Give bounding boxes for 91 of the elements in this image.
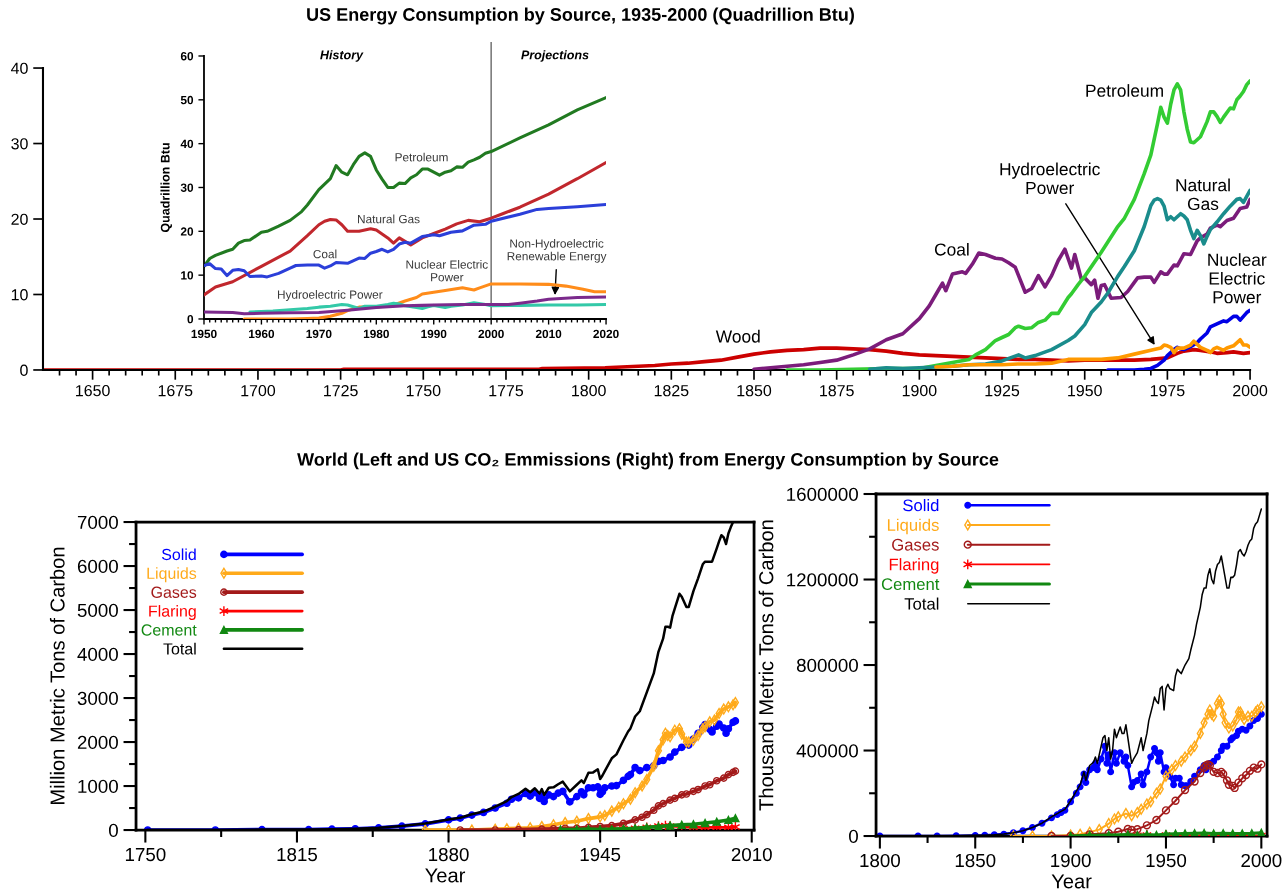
legend-label: Gases [892, 538, 939, 551]
y-tick-label: 10 [11, 289, 28, 301]
series-label: Coal [313, 249, 337, 259]
text: Non-Hydroelectric Renewable Energy [507, 239, 607, 263]
x-axis-title: Year [425, 868, 466, 883]
y-tick-label: 40 [180, 139, 194, 149]
series-label: Hydroelectric Power [277, 290, 383, 302]
legend-label: Flaring [149, 605, 196, 620]
x-tick-label: 1950 [1068, 384, 1102, 397]
x-tick-label: 2000 [478, 329, 504, 339]
x-tick-label: 1850 [737, 384, 772, 397]
y-tick-label: 5000 [77, 603, 118, 618]
y-tick-label: 0 [849, 829, 858, 844]
x-tick-label: 1750 [125, 847, 166, 862]
x-tick-label: 1800 [572, 384, 606, 397]
y-tick-label: 30 [180, 183, 194, 192]
y-axis-title: Quadrillion Btu [160, 143, 172, 233]
y-tick-label: 30 [11, 138, 28, 150]
x-tick-label: 2010 [535, 329, 562, 339]
x-tick-label: 1800 [860, 853, 900, 868]
legend-label: Liquids [147, 567, 197, 583]
x-tick-label: 1700 [241, 384, 276, 397]
x-tick-label: 1900 [1051, 853, 1091, 868]
x-tick-label: 1875 [820, 384, 854, 397]
x-tick-label: 2020 [593, 329, 619, 339]
legend-label: Solid [161, 548, 196, 561]
y-tick-label: 0 [187, 315, 194, 324]
y-tick-label: 7000 [77, 515, 118, 530]
legend-label: Cement [141, 624, 197, 636]
legend-label: Liquids [887, 518, 939, 535]
x-tick-label: 1825 [654, 384, 689, 397]
x-tick-label: 1775 [489, 385, 524, 397]
x-tick-label: 2010 [731, 847, 772, 862]
series-label: Wood [715, 329, 760, 343]
series-label: Natural Gas [358, 214, 420, 224]
x-tick-label: 1750 [406, 384, 441, 397]
y-tick-label: 50 [180, 95, 194, 105]
y-tick-label: 1200000 [787, 573, 858, 587]
y-tick-label: 20 [11, 213, 28, 225]
y-axis-title: Thousand Metric Tons of Carbon [758, 520, 774, 811]
x-tick-label: 1945 [580, 847, 621, 862]
y-tick-label: 3000 [77, 691, 118, 706]
y-tick-label: 1600000 [787, 487, 858, 501]
x-tick-label: 1970 [306, 329, 332, 339]
y-tick-label: 800000 [796, 658, 858, 672]
legend-label: Cement [881, 578, 940, 591]
x-tick-label: 2000 [1241, 853, 1282, 868]
x-axis-title: Year [1051, 874, 1092, 889]
chart-title: US Energy Consumption by Source, 1935-2000 (Quadrillion Btu) [307, 7, 854, 25]
x-tick-label: 1925 [985, 384, 1020, 397]
y-tick-label: 6000 [77, 559, 118, 574]
annotation: History [320, 50, 364, 62]
chart-title: World (Left and US CO₂ Emmissions (Right) from Energy Consumption by Source [297, 452, 999, 470]
x-tick-label: 1980 [363, 329, 389, 339]
x-tick-label: 1815 [277, 847, 318, 862]
text: Hydroelectric Power [1000, 162, 1100, 195]
x-tick-label: 1725 [324, 384, 358, 397]
x-tick-label: 1900 [902, 384, 937, 397]
series-label: Petroleum [1086, 84, 1163, 97]
series-label: Nuclear Electric Power [406, 260, 488, 282]
y-tick-label: 60 [180, 52, 194, 61]
series-label: Natural Gas [1176, 178, 1230, 211]
y-tick-label: 0 [108, 823, 118, 838]
x-tick-label: 2000 [1233, 384, 1268, 397]
series-label: Petroleum [395, 152, 448, 162]
x-tick-label: 1650 [76, 384, 110, 397]
y-tick-label: 4000 [77, 647, 118, 662]
legend-label: Flaring [889, 558, 939, 574]
y-tick-label: 20 [180, 227, 194, 236]
x-tick-label: 1960 [249, 329, 275, 339]
x-tick-label: 1850 [955, 853, 996, 868]
x-tick-label: 1950 [1146, 853, 1187, 868]
x-tick-label: 1990 [421, 329, 447, 339]
y-axis-title: Million Metric Tons of Carbon [49, 547, 65, 805]
y-tick-label: 10 [181, 271, 194, 280]
legend-label: Total [904, 597, 939, 610]
series-label: Nuclear Electric Power [1208, 253, 1267, 304]
y-tick-label: 2000 [77, 735, 118, 750]
x-tick-label: 1950 [191, 329, 217, 339]
x-tick-label: 1975 [1150, 384, 1185, 397]
y-tick-label: 0 [20, 364, 28, 376]
x-tick-label: 1880 [429, 847, 469, 862]
x-tick-label: 1675 [158, 384, 193, 397]
y-tick-label: 400000 [796, 744, 858, 758]
legend-label: Total [163, 642, 196, 655]
legend-label: Gases [151, 586, 197, 598]
y-tick-label: 1000 [78, 779, 118, 794]
y-tick-label: 40 [11, 62, 28, 74]
legend-label: Solid [903, 499, 939, 512]
series-label: Coal [934, 242, 969, 256]
annotation: Projections [521, 50, 589, 62]
